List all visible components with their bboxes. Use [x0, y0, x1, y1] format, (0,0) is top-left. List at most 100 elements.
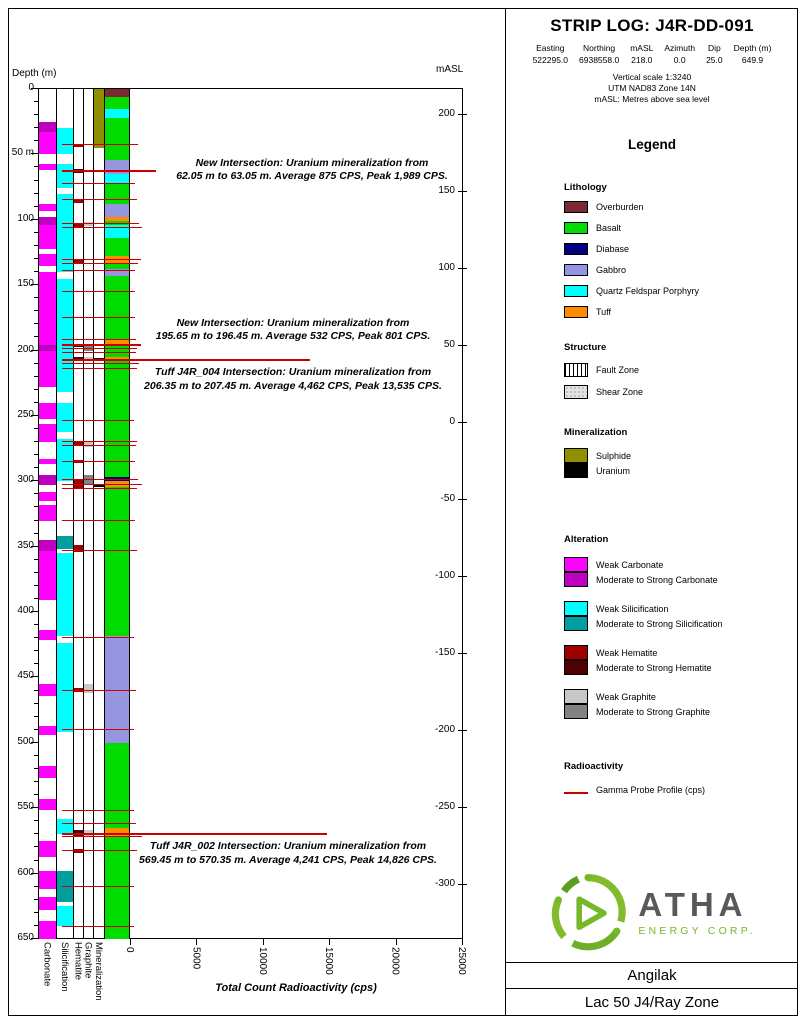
- interval-silicification: [57, 818, 73, 835]
- field-value: 649.9: [741, 55, 764, 65]
- legend-label: Weak Carbonate: [596, 559, 664, 570]
- gamma-spike: [62, 339, 136, 341]
- legend-section-mineralization: Mineralization: [564, 427, 628, 438]
- column-label-graphite: Graphite: [82, 942, 94, 979]
- gamma-spike: [62, 290, 135, 292]
- legend-item-uranium: Uranium: [564, 462, 790, 478]
- gamma-spike: [62, 358, 310, 361]
- legend-section-alteration: Alteration: [564, 534, 609, 545]
- interval-lithology-tuff: [105, 340, 129, 344]
- interval-lithology-basalt: [105, 184, 129, 205]
- page-border: [8, 8, 798, 1016]
- interval-mineralization: [94, 89, 104, 148]
- gamma-spike: [62, 222, 140, 224]
- hole-field-northing: Northing 6938558.0: [579, 43, 619, 65]
- legend-item-quartz-feldspar-porphyry: Quartz Feldspar Porphyry: [564, 285, 790, 297]
- masl-tick-label: -100: [434, 570, 455, 581]
- depth-minor-tick: [34, 375, 38, 377]
- masl-tick-label: -200: [434, 724, 455, 735]
- depth-tick-label: 200: [17, 343, 34, 355]
- gamma-spike: [62, 316, 135, 318]
- legend-item-weak-graphite: Weak Graphite: [564, 689, 790, 704]
- masl-tick: [458, 653, 467, 654]
- annotation-line: 206.35 m to 207.45 m. Average 4,462 CPS,…: [144, 379, 442, 392]
- interval-hematite: [74, 440, 83, 445]
- swatch-basalt: [564, 222, 588, 234]
- radioactivity-tick-label: 15000: [323, 947, 335, 975]
- legend-item-weak-carbonate: Weak Carbonate: [564, 557, 790, 572]
- depth-minor-tick: [34, 297, 38, 299]
- interval-mineralization: [94, 483, 104, 487]
- interval-silicification: [57, 193, 73, 273]
- legend-label: Overburden: [596, 202, 644, 212]
- interval-lithology-basalt: [105, 262, 129, 270]
- annotation-line: 62.05 m to 63.05 m. Average 875 CPS, Pea…: [176, 170, 448, 183]
- interval-hematite: [74, 200, 83, 203]
- interval-hematite: [74, 480, 83, 488]
- depth-minor-tick: [34, 323, 38, 325]
- interval-lithology-gabbro: [105, 204, 129, 218]
- interval-hematite: [74, 259, 83, 263]
- gamma-spike: [62, 885, 135, 887]
- depth-tick: [31, 676, 38, 678]
- depth-minor-tick: [34, 205, 38, 207]
- legend-label: Tuff: [596, 307, 612, 317]
- note-masl-definition: mASL: Metres above sea level: [594, 94, 710, 104]
- legend-label: Gabbro: [596, 265, 627, 275]
- swatch-weak-hematite: [564, 645, 588, 660]
- logo-text: ATHA ENERGY CORP.: [638, 888, 755, 937]
- legend-item-weak-hematite: Weak Hematite: [564, 645, 790, 660]
- annotation-line: Tuff J4R_004 Intersection: Uranium miner…: [154, 365, 432, 378]
- annotation-line: New Intersection: Uranium mineralization…: [195, 156, 429, 169]
- depth-minor-tick: [34, 924, 38, 926]
- interval-lithology-qfp: [105, 174, 129, 185]
- swatch-quartz-feldspar-porphyry: [564, 285, 588, 297]
- masl-tick: [458, 499, 467, 500]
- interval-lithology-gabbro: [105, 159, 129, 174]
- interval-graphite: [84, 684, 93, 694]
- masl-tick-label: 0: [449, 416, 455, 427]
- hole-field-masl: mASL 218.0: [630, 43, 653, 65]
- swatch-moderate-to-strong-hematite: [564, 659, 588, 675]
- gamma-spike: [62, 352, 136, 354]
- interval-silicification: [57, 402, 73, 432]
- legend-label: Weak Graphite: [596, 691, 656, 702]
- interval-silicification: [57, 906, 73, 926]
- gamma-spike: [62, 144, 138, 146]
- legend-label: Fault Zone: [596, 365, 640, 375]
- interval-carbonate: [39, 840, 56, 857]
- interval-carbonate: [39, 345, 56, 351]
- legend-section-structure: Structure: [564, 342, 607, 353]
- gamma-spike: [62, 637, 134, 639]
- gamma-spike: [62, 479, 138, 480]
- interval-silicification: [57, 643, 73, 733]
- gamma-spike: [62, 226, 142, 228]
- depth-tick: [31, 611, 38, 613]
- swatch-weak-graphite: [564, 689, 588, 704]
- interval-carbonate: [39, 272, 56, 388]
- interval-graphite: [84, 345, 93, 351]
- depth-minor-tick: [34, 362, 38, 364]
- depth-minor-tick: [34, 401, 38, 403]
- depth-minor-tick: [34, 624, 38, 626]
- legend-label: Diabase: [596, 244, 630, 254]
- interval-graphite: [84, 442, 93, 448]
- field-value: 25.0: [706, 55, 723, 65]
- gamma-spike: [62, 488, 137, 490]
- masl-tick: [458, 422, 467, 423]
- depth-tick-label: 650: [17, 932, 34, 943]
- swatch-gamma-probe-profile-cps: [564, 791, 588, 794]
- right-panel: STRIP LOG: J4R-DD-091 Easting 522295.0 Nor…: [506, 8, 798, 1016]
- annotation-intersection: New Intersection: Uranium mineralization…: [143, 317, 443, 344]
- depth-minor-tick: [34, 532, 38, 534]
- masl-axis-title: mASL: [436, 64, 464, 75]
- masl-tick: [458, 576, 467, 577]
- depth-minor-tick: [34, 584, 38, 586]
- swatch-diabase: [564, 243, 588, 255]
- legend-label: Sulphide: [596, 450, 632, 461]
- gamma-spike: [62, 549, 137, 551]
- interval-carbonate: [39, 253, 56, 266]
- depth-tick: [31, 480, 38, 482]
- radioactivity-tick-label: 5000: [190, 947, 202, 970]
- hole-field-easting: Easting 522295.0: [533, 43, 568, 65]
